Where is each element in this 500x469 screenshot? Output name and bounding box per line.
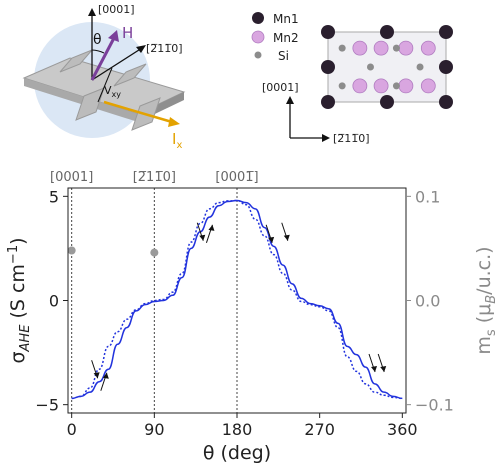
y-tick-label: 5	[49, 187, 59, 206]
theta-arc	[91, 49, 105, 54]
mn2-atom	[352, 78, 368, 94]
sweep-arrow-head-icon	[371, 366, 378, 372]
sweep-arrows	[91, 222, 387, 391]
voltage-probe	[97, 67, 113, 103]
series-layer	[71, 199, 403, 400]
mn1-atom	[321, 95, 335, 109]
direction-labels: [0001] [2̅11̅0] [0001̅]	[50, 170, 259, 185]
direction-label: [0001]	[50, 170, 93, 185]
y2-axis-ticks: −0.1 0.0 0.1	[406, 187, 454, 415]
voltage-label: Vxy	[104, 84, 121, 99]
contact-arm	[113, 63, 147, 87]
si-legend-marker	[254, 51, 262, 59]
y2-tick-label: −0.1	[415, 396, 454, 415]
field-arrow-head-icon	[108, 30, 119, 42]
si-atom	[366, 63, 374, 71]
device-inset: [0001] [2̅11̅0] H θ Vxy Ix	[22, 3, 186, 151]
structure-inset: Mn1 Mn2 Si [0001] [2̅11̅0]	[251, 12, 453, 145]
mn1-atom	[439, 60, 453, 74]
sweep-arrow-head-icon	[268, 236, 275, 243]
sweep-arrow-head-icon	[208, 224, 215, 231]
x-tick-label: 180	[222, 420, 253, 439]
sweep-arrow-head-icon	[199, 234, 206, 241]
si-legend-label: Si	[278, 49, 289, 63]
direction-label: [2̅11̅0]	[133, 170, 176, 185]
mn2-atom	[420, 78, 436, 94]
mn1-atom	[321, 25, 335, 39]
axis-right-arrow-icon	[136, 45, 146, 53]
mn2-atom	[398, 40, 414, 56]
current-label: Ix	[172, 130, 182, 151]
y-tick-label: 0	[49, 292, 59, 311]
series-line-dotted	[71, 199, 403, 400]
sweep-arrow-head-icon	[283, 234, 290, 241]
structure-legend: Mn1 Mn2 Si	[251, 12, 299, 63]
scatter-layer	[67, 246, 159, 257]
si-atom	[392, 44, 400, 52]
y-axis-ticks: −5 0 5	[35, 187, 68, 415]
x-axis-label: θ (deg)	[203, 442, 271, 464]
atom-lattice	[321, 25, 453, 109]
contact-arm	[75, 87, 105, 121]
mn2-atom	[373, 78, 389, 94]
theta-label: θ	[93, 32, 102, 48]
y-axis-label: σAHE (S cm−1)	[6, 237, 33, 363]
field-arrow	[90, 37, 116, 81]
device-axis-right-label: [2̅11̅0]	[146, 42, 183, 55]
axis-right	[91, 47, 143, 81]
mn2-legend-marker	[251, 30, 265, 44]
si-atom	[338, 44, 346, 52]
scatter-point	[150, 248, 159, 257]
y-tick-label: −5	[35, 396, 59, 415]
mn1-atom	[380, 25, 394, 39]
mn2-atom	[373, 40, 389, 56]
mn1-legend-label: Mn1	[273, 12, 299, 26]
structure-axis-right-arrow-icon	[322, 134, 330, 142]
si-atom	[392, 82, 400, 90]
si-atom	[416, 63, 424, 71]
x-tick-label: 270	[304, 420, 335, 439]
mn1-legend-marker	[252, 12, 264, 24]
structure-axis-up-arrow-icon	[286, 96, 294, 104]
si-atom	[338, 82, 346, 90]
mn2-legend-label: Mn2	[273, 31, 299, 45]
y2-tick-label: 0.1	[415, 187, 440, 206]
current-arrow-head-icon	[168, 117, 180, 127]
mn2-atom	[420, 40, 436, 56]
main-chart: [0001] [2̅11̅0] [0001̅] 0 90 180 270 360 −505 …	[6, 170, 499, 464]
mn2-atom	[398, 78, 414, 94]
x-tick-label: 90	[144, 420, 164, 439]
structure-axis-up-label: [0001]	[262, 81, 299, 94]
axis-up-arrow-icon	[88, 8, 96, 16]
y2-tick-label: 0.0	[415, 292, 440, 311]
sweep-arrow-head-icon	[102, 372, 109, 379]
hall-bar-side	[24, 78, 138, 122]
mn2-atom	[352, 40, 368, 56]
device-axis-up-label: [0001]	[98, 3, 135, 16]
current-arrow	[103, 100, 173, 124]
mn1-atom	[439, 25, 453, 39]
field-label: H	[122, 24, 133, 42]
y2-axis-label: ms (μB/u.c.)	[473, 246, 499, 354]
sweep-arrow-head-icon	[380, 366, 387, 372]
sweep-arrow-head-icon	[93, 372, 100, 379]
scatter-point	[67, 246, 76, 255]
direction-guides	[71, 188, 238, 413]
mn1-atom	[439, 95, 453, 109]
mn1-atom	[321, 60, 335, 74]
structure-axis-right-label: [2̅11̅0]	[333, 132, 370, 145]
direction-label: [0001̅]	[215, 170, 258, 185]
x-tick-label: 360	[387, 420, 418, 439]
x-axis-ticks: 0 90 180 270 360	[67, 413, 418, 439]
mn1-atom	[380, 95, 394, 109]
x-tick-label: 0	[67, 420, 77, 439]
